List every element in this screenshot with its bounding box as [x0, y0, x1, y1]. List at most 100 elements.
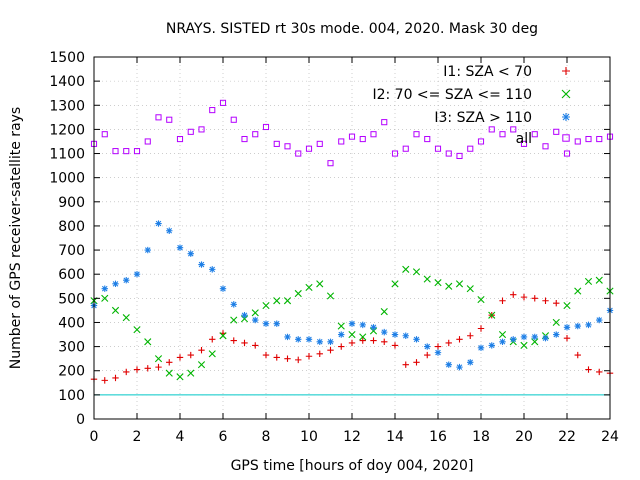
data-point [305, 353, 313, 360]
data-point [391, 280, 399, 288]
data-point [144, 338, 152, 346]
data-point [445, 361, 452, 368]
data-point [123, 277, 130, 284]
data-point [166, 227, 173, 234]
data-point [370, 324, 377, 331]
data-point [187, 351, 194, 359]
y-tick-label: 0 [76, 412, 85, 428]
data-point [381, 338, 388, 345]
legend-marker [561, 89, 571, 99]
data-point [198, 261, 205, 268]
data-point [391, 150, 399, 157]
data-point [553, 128, 560, 135]
data-point [585, 366, 592, 373]
data-point [488, 311, 496, 319]
data-point [596, 368, 603, 376]
x-tick-label: 8 [262, 429, 271, 445]
data-point [585, 135, 592, 143]
x-axis-label: GPS time [hours of doy 004, 2020] [231, 458, 474, 474]
data-point [155, 114, 162, 121]
y-tick-label: 1400 [49, 74, 85, 90]
data-point [187, 369, 195, 377]
x-tick-label: 16 [429, 429, 447, 445]
data-point [251, 309, 259, 317]
data-point [284, 333, 291, 341]
data-point [402, 265, 410, 273]
data-point [467, 145, 474, 152]
data-point [123, 148, 130, 155]
data-point [230, 116, 237, 123]
data-point [391, 331, 399, 338]
data-point [262, 320, 270, 327]
data-point [230, 301, 237, 308]
data-point [176, 244, 184, 251]
data-point [542, 334, 549, 342]
data-point [381, 119, 388, 126]
data-point [176, 354, 184, 361]
data-point [144, 365, 151, 372]
data-point [445, 150, 452, 157]
y-axis-label: Number of GPS receiver-satellite rays [8, 107, 24, 369]
data-point [252, 316, 259, 324]
data-point [295, 356, 302, 364]
data-point [316, 350, 323, 358]
data-point [133, 271, 141, 278]
data-point [338, 343, 345, 350]
y-tick-label: 1200 [49, 122, 85, 138]
data-point [424, 351, 431, 359]
data-point [381, 328, 388, 336]
data-point [467, 359, 474, 366]
data-point [187, 250, 194, 257]
data-point [542, 143, 549, 150]
x-tick-label: 4 [176, 429, 185, 445]
data-point [520, 293, 528, 301]
data-point [198, 347, 205, 354]
y-tick-label: 1500 [49, 50, 85, 66]
data-point [273, 354, 280, 361]
data-point [359, 135, 366, 143]
data-point [273, 297, 281, 305]
data-point [370, 131, 377, 138]
data-point [434, 349, 442, 356]
data-point [477, 138, 485, 145]
data-point [176, 373, 184, 381]
data-point [294, 289, 302, 298]
data-point [359, 321, 366, 329]
y-tick-label: 600 [58, 267, 85, 283]
data-point [402, 145, 409, 152]
data-point [295, 336, 302, 343]
data-point [413, 336, 420, 343]
data-point [424, 343, 431, 350]
data-point [552, 318, 560, 327]
data-point [230, 316, 238, 324]
data-point [445, 339, 452, 347]
y-tick-label: 200 [58, 364, 85, 380]
data-point [498, 330, 507, 339]
data-point [466, 285, 474, 293]
data-point [252, 342, 259, 349]
data-point [391, 342, 399, 349]
y-tick-label: 900 [58, 195, 85, 211]
data-marks [90, 99, 614, 384]
data-point [252, 131, 259, 138]
y-tick-label: 100 [58, 388, 85, 404]
y-tick-label: 500 [58, 291, 85, 307]
data-point [305, 283, 313, 292]
series-3 [90, 99, 614, 167]
data-point [209, 266, 216, 273]
data-point [412, 268, 421, 276]
data-point [166, 359, 173, 366]
data-point [197, 361, 206, 369]
data-point [563, 150, 571, 157]
data-point [316, 338, 323, 345]
data-point [348, 320, 356, 327]
y-tick-label: 1300 [49, 98, 85, 114]
data-point [553, 299, 560, 307]
data-point [455, 280, 464, 288]
data-point [112, 374, 119, 382]
data-point [133, 366, 141, 373]
data-point [327, 160, 334, 167]
data-point [112, 280, 119, 288]
data-point [348, 133, 356, 140]
data-point [241, 312, 248, 319]
